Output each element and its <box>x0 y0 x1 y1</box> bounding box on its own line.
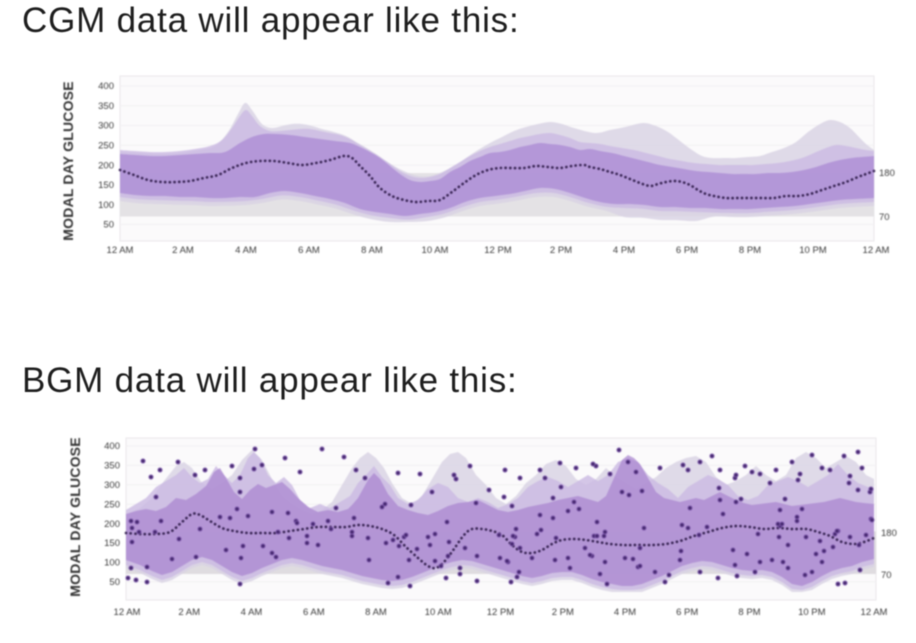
svg-text:2 AM: 2 AM <box>178 607 200 618</box>
svg-text:8 AM: 8 AM <box>365 607 387 618</box>
svg-text:12 AM: 12 AM <box>861 607 888 618</box>
svg-text:250: 250 <box>98 141 114 152</box>
svg-text:6 AM: 6 AM <box>303 607 325 618</box>
svg-text:4 PM: 4 PM <box>614 607 636 618</box>
svg-text:10 AM: 10 AM <box>422 245 449 256</box>
svg-text:12 AM: 12 AM <box>114 607 141 618</box>
svg-text:150: 150 <box>104 538 120 549</box>
svg-text:50: 50 <box>103 220 114 231</box>
svg-text:10 PM: 10 PM <box>798 607 826 618</box>
svg-text:4 AM: 4 AM <box>235 245 257 256</box>
svg-text:12 AM: 12 AM <box>107 245 134 256</box>
svg-text:70: 70 <box>881 570 892 581</box>
svg-text:8 PM: 8 PM <box>739 245 761 256</box>
svg-text:180: 180 <box>881 528 897 539</box>
svg-text:4 PM: 4 PM <box>613 245 635 256</box>
svg-text:180: 180 <box>879 168 895 179</box>
svg-text:6 PM: 6 PM <box>676 607 698 618</box>
svg-text:300: 300 <box>104 480 120 491</box>
svg-text:12 PM: 12 PM <box>487 607 515 618</box>
svg-text:MODAL DAY GLUCOSE: MODAL DAY GLUCOSE <box>60 81 76 241</box>
svg-text:6 AM: 6 AM <box>298 245 320 256</box>
svg-text:8 PM: 8 PM <box>738 607 760 618</box>
svg-text:300: 300 <box>98 121 114 132</box>
svg-text:400: 400 <box>98 81 114 92</box>
svg-text:2 PM: 2 PM <box>552 607 574 618</box>
svg-text:200: 200 <box>104 519 120 530</box>
svg-text:MODAL DAY GLUCOSE: MODAL DAY GLUCOSE <box>67 437 83 597</box>
svg-text:6 PM: 6 PM <box>676 245 698 256</box>
svg-text:200: 200 <box>98 160 114 171</box>
svg-text:150: 150 <box>98 180 114 191</box>
svg-text:70: 70 <box>879 212 890 223</box>
svg-text:12 AM: 12 AM <box>863 245 890 256</box>
svg-text:10 PM: 10 PM <box>799 245 827 256</box>
svg-text:4 AM: 4 AM <box>241 607 263 618</box>
svg-text:100: 100 <box>98 200 114 211</box>
svg-text:12 PM: 12 PM <box>484 245 512 256</box>
svg-text:50: 50 <box>109 577 120 588</box>
svg-text:8 AM: 8 AM <box>361 245 383 256</box>
svg-text:250: 250 <box>104 499 120 510</box>
svg-text:2 AM: 2 AM <box>172 245 194 256</box>
svg-text:100: 100 <box>104 558 120 569</box>
svg-text:10 AM: 10 AM <box>425 607 452 618</box>
svg-text:400: 400 <box>104 441 120 452</box>
svg-text:2 PM: 2 PM <box>550 245 572 256</box>
svg-text:350: 350 <box>104 461 120 472</box>
svg-text:350: 350 <box>98 101 114 112</box>
